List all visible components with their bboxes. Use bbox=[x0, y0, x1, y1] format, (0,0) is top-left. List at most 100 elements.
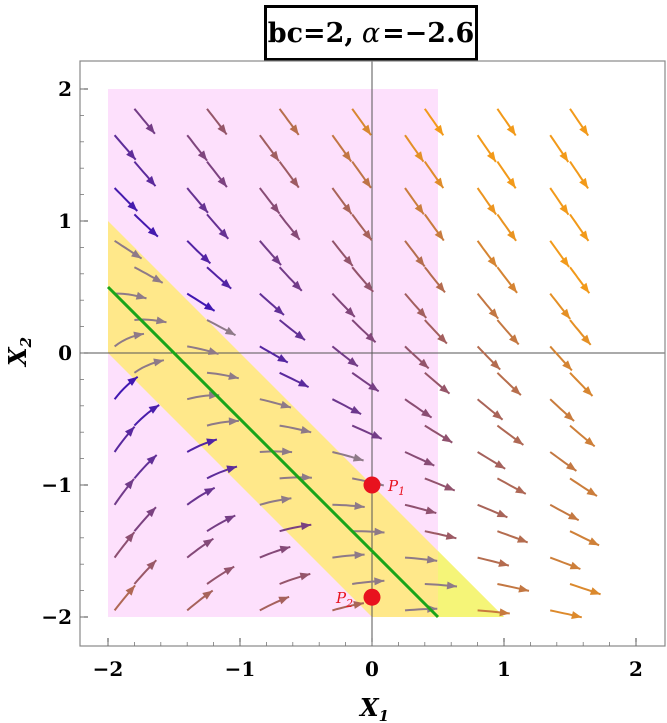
nullcline-line bbox=[106, 285, 440, 619]
streamline-arrowhead bbox=[434, 230, 444, 241]
streamline bbox=[259, 240, 282, 266]
streamline-arrowhead bbox=[209, 391, 220, 400]
streamline-arrowhead bbox=[563, 411, 575, 422]
streamline-arrowhead bbox=[362, 229, 372, 241]
streamline-arrowhead bbox=[124, 426, 135, 437]
streamline-arrowhead bbox=[217, 176, 227, 188]
streamline bbox=[550, 609, 583, 619]
streamline bbox=[113, 187, 139, 212]
streamline bbox=[477, 503, 508, 519]
streamline-arrowhead bbox=[228, 417, 239, 426]
streamline-arrowhead bbox=[434, 177, 444, 189]
streamline-arrowhead bbox=[423, 457, 435, 466]
streamline-arrowhead bbox=[516, 535, 528, 543]
streamline bbox=[133, 266, 164, 284]
streamline-arrowhead bbox=[567, 511, 579, 521]
streamline-arrowhead bbox=[421, 408, 432, 418]
streamline-arrowhead bbox=[370, 431, 382, 439]
streamline bbox=[423, 108, 445, 136]
streamline bbox=[351, 319, 377, 344]
streamline-arrowhead bbox=[301, 473, 312, 482]
streamline bbox=[331, 398, 362, 415]
streamline bbox=[186, 486, 216, 506]
streamline-arrowhead bbox=[228, 372, 239, 380]
streamline bbox=[404, 134, 425, 163]
streamline bbox=[496, 213, 517, 242]
streamline-arrowhead bbox=[300, 522, 312, 531]
streamline bbox=[424, 372, 451, 395]
streamline-arrowhead bbox=[414, 151, 424, 162]
streamline-arrowhead bbox=[414, 203, 424, 215]
streamline bbox=[351, 266, 374, 293]
streamline bbox=[404, 555, 438, 564]
streamline bbox=[424, 477, 456, 492]
streamline-arrowhead bbox=[361, 124, 371, 136]
point-marker bbox=[363, 588, 381, 606]
streamline bbox=[279, 572, 311, 585]
streamline-arrowhead bbox=[207, 347, 219, 355]
streamline bbox=[497, 583, 530, 593]
title-suffix: =−2.6 bbox=[382, 17, 475, 49]
streamline bbox=[477, 556, 510, 567]
streamline bbox=[113, 531, 136, 559]
streamline bbox=[133, 160, 157, 187]
streamline bbox=[549, 345, 573, 372]
streamline-arrowhead bbox=[363, 281, 374, 292]
streamline bbox=[278, 319, 306, 341]
streamline bbox=[569, 530, 600, 547]
streamline bbox=[259, 595, 290, 612]
streamline bbox=[549, 503, 580, 522]
streamline-arrowhead bbox=[445, 532, 457, 540]
point-label: P1 bbox=[387, 477, 405, 498]
streamline bbox=[114, 239, 143, 260]
streamline-arrowhead bbox=[496, 509, 508, 518]
streamline bbox=[331, 187, 353, 215]
streamline bbox=[424, 319, 448, 345]
y-tick-label: −1 bbox=[41, 473, 72, 497]
streamline-arrowhead bbox=[299, 572, 311, 581]
y-tick-label: 2 bbox=[58, 77, 72, 101]
streamline bbox=[496, 108, 517, 137]
streamline-arrowhead bbox=[269, 150, 280, 162]
streamline bbox=[549, 556, 581, 570]
streamline bbox=[114, 331, 145, 348]
streamline bbox=[206, 213, 230, 240]
streamline bbox=[476, 345, 501, 371]
y-axis-label: X2 bbox=[3, 337, 35, 368]
streamline bbox=[331, 345, 359, 368]
streamline bbox=[278, 213, 301, 241]
streamline bbox=[279, 522, 312, 533]
streamline-arrowhead bbox=[490, 359, 501, 370]
streamline bbox=[351, 161, 372, 189]
streamline bbox=[477, 451, 506, 470]
streamline bbox=[497, 530, 529, 544]
streamline bbox=[259, 398, 292, 409]
streamline-arrowhead bbox=[507, 230, 517, 241]
streamline-arrowhead bbox=[509, 334, 519, 345]
equilibrium-point-p2: P2 bbox=[335, 588, 381, 610]
streamline bbox=[186, 292, 216, 312]
streamline-arrowhead bbox=[200, 253, 211, 264]
streamline bbox=[186, 187, 209, 214]
streamline bbox=[569, 161, 589, 189]
streamline bbox=[549, 292, 571, 320]
y-tick-label: −2 bbox=[41, 605, 72, 629]
streamline-arrowhead bbox=[512, 435, 524, 445]
streamline-arrowhead bbox=[579, 177, 589, 189]
streamline-arrowhead bbox=[586, 487, 598, 497]
streamline bbox=[259, 447, 293, 456]
streamline bbox=[113, 478, 135, 506]
streamline bbox=[404, 292, 428, 319]
streamline-arrowhead bbox=[580, 282, 590, 294]
title-prefix: bc=2, bbox=[267, 17, 354, 49]
streamline bbox=[496, 372, 522, 396]
streamline bbox=[133, 213, 159, 238]
streamline-arrowhead bbox=[559, 204, 569, 215]
streamline-arrowhead bbox=[437, 333, 447, 344]
streamline-arrowhead bbox=[559, 256, 570, 268]
streamline-arrowhead bbox=[444, 483, 455, 491]
streamline bbox=[187, 345, 219, 355]
streamline bbox=[206, 514, 236, 533]
streamline bbox=[424, 424, 453, 444]
streamline bbox=[404, 398, 433, 419]
